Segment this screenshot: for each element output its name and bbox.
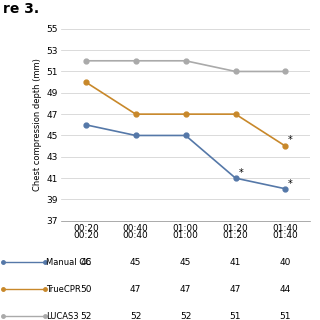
Text: 52: 52	[180, 312, 191, 320]
Manual CC	[84, 123, 88, 127]
Text: LUCAS3: LUCAS3	[46, 312, 79, 320]
Text: 00:20: 00:20	[73, 231, 99, 240]
LUCAS3	[134, 59, 138, 63]
Manual CC	[184, 133, 188, 137]
Text: 46: 46	[80, 258, 92, 267]
Manual CC	[234, 176, 237, 180]
Text: 41: 41	[230, 258, 241, 267]
TrueCPR	[134, 112, 138, 116]
TrueCPR	[284, 144, 287, 148]
Text: *: *	[288, 135, 293, 145]
Text: TrueCPR: TrueCPR	[46, 285, 81, 294]
TrueCPR	[234, 112, 237, 116]
Text: 47: 47	[180, 285, 191, 294]
LUCAS3	[84, 59, 88, 63]
LUCAS3	[284, 69, 287, 73]
Text: 45: 45	[180, 258, 191, 267]
Text: 47: 47	[230, 285, 241, 294]
Text: 01:20: 01:20	[223, 231, 248, 240]
LUCAS3	[234, 69, 237, 73]
Text: *: *	[239, 168, 244, 178]
Text: 44: 44	[280, 285, 291, 294]
Text: Manual CC: Manual CC	[46, 258, 92, 267]
Text: 47: 47	[130, 285, 141, 294]
Text: 01:40: 01:40	[273, 231, 298, 240]
Text: 51: 51	[280, 312, 291, 320]
Text: 52: 52	[130, 312, 141, 320]
Text: 40: 40	[280, 258, 291, 267]
Text: re 3.: re 3.	[3, 2, 39, 16]
Line: LUCAS3: LUCAS3	[83, 58, 288, 74]
Manual CC	[134, 133, 138, 137]
TrueCPR	[84, 80, 88, 84]
Text: 00:40: 00:40	[123, 231, 148, 240]
Text: 50: 50	[80, 285, 92, 294]
Line: TrueCPR: TrueCPR	[83, 80, 288, 148]
Y-axis label: Chest compression depth (mm): Chest compression depth (mm)	[33, 58, 42, 191]
Text: 52: 52	[80, 312, 92, 320]
LUCAS3	[184, 59, 188, 63]
TrueCPR	[184, 112, 188, 116]
Text: 45: 45	[130, 258, 141, 267]
Line: Manual CC: Manual CC	[83, 122, 288, 191]
Text: 01:00: 01:00	[173, 231, 198, 240]
Manual CC	[284, 187, 287, 191]
Text: *: *	[288, 179, 293, 189]
Text: 51: 51	[230, 312, 241, 320]
